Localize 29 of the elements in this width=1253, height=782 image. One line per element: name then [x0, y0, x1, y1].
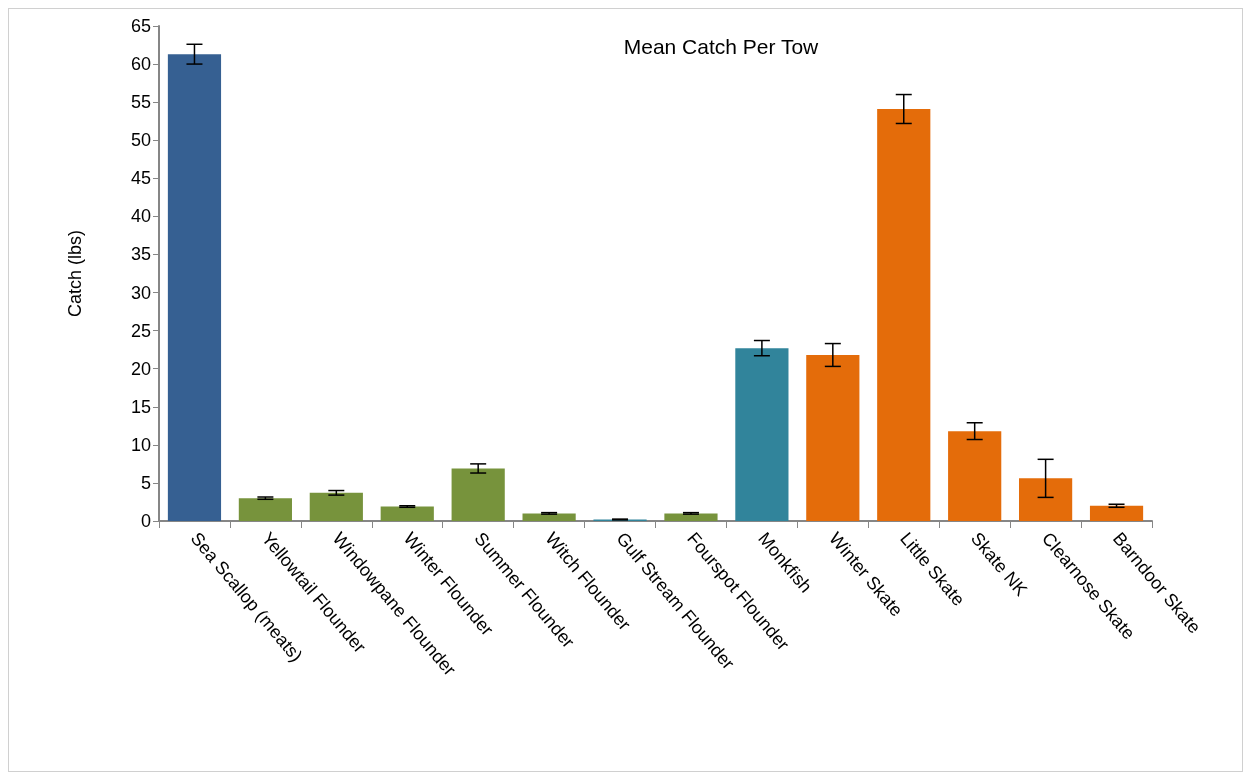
y-tick-label: 15: [130, 396, 151, 417]
bar: [309, 492, 363, 521]
y-tick-label: 55: [130, 92, 151, 113]
bar: [1019, 478, 1073, 521]
bar: [238, 498, 292, 521]
y-tick-label: 30: [130, 282, 151, 303]
y-tick-label: 60: [130, 54, 151, 75]
chart-title: Mean Catch Per Tow: [623, 35, 820, 58]
y-tick-label: 35: [130, 244, 151, 265]
bar: [877, 109, 931, 521]
bar: [948, 431, 1002, 521]
y-axis-title: Catch (lbs): [65, 229, 85, 318]
y-tick-label: 0: [140, 511, 151, 531]
bar: [806, 354, 860, 521]
bar: [735, 348, 789, 521]
bar: [1089, 505, 1144, 521]
bar: [167, 54, 222, 521]
y-tick-label: 40: [130, 206, 151, 227]
y-tick-label: 25: [130, 320, 151, 341]
bar: [380, 506, 434, 521]
y-tick-label: 45: [130, 168, 151, 189]
y-tick-label: 5: [140, 472, 151, 493]
bar: [522, 513, 576, 521]
bar: [451, 468, 505, 521]
y-tick-label: 65: [130, 16, 151, 36]
y-tick-label: 10: [130, 434, 151, 455]
bar: [664, 513, 718, 521]
y-tick-label: 50: [130, 130, 151, 151]
y-tick-label: 20: [130, 358, 151, 379]
